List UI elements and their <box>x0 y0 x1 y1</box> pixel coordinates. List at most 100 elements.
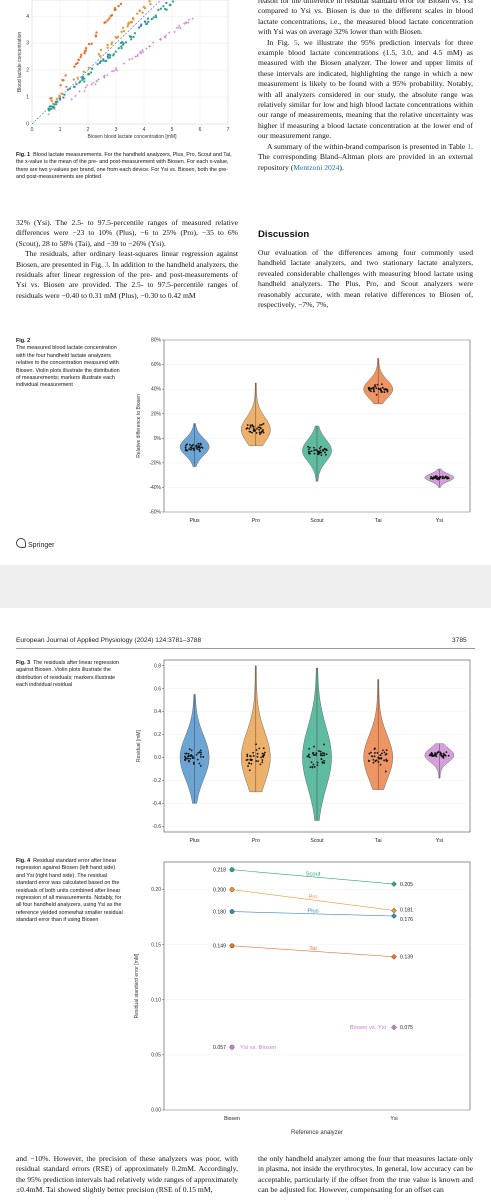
fig4-caption-label: Fig. 4 <box>16 858 31 864</box>
fig3-point-plus <box>184 759 187 762</box>
fig3-point-ysi <box>442 757 445 759</box>
fig2-point-pro <box>258 429 261 431</box>
fig3-point-scout <box>313 765 316 768</box>
fig1-point-ysi <box>97 78 100 81</box>
fig3-link[interactable]: 3 <box>104 259 109 269</box>
fig1-point-scout <box>132 35 135 38</box>
fig1-point-plus <box>62 96 65 99</box>
fig1-point-pro <box>87 66 91 70</box>
fig3-point-ysi <box>437 750 440 753</box>
fig3-point-tai <box>379 754 382 757</box>
fig2-point-tai <box>372 386 375 389</box>
fig2-point-ysi <box>434 477 436 479</box>
fig1-point-tai <box>74 62 78 66</box>
fig1-point-pro <box>99 55 102 58</box>
fig1-point-pro <box>58 95 61 98</box>
fig1-point-scout <box>81 78 84 81</box>
left-column-text: 32% (Ysi). The 2.5- to 97.5-percentile r… <box>16 218 238 301</box>
right-para-2: In Fig. 5, we illustrate the 95% predict… <box>258 38 473 142</box>
fig2-point-tai <box>381 386 384 389</box>
fig3-point-scout <box>319 754 322 757</box>
fig2-point-ysi <box>439 475 442 478</box>
fig3-y-tick-label: 0.2 <box>154 732 161 738</box>
fig2-point-scout <box>310 450 313 452</box>
fig2-point-pro <box>262 431 265 434</box>
fig3-point-pro <box>245 759 248 762</box>
fig4-value-label-plus: 0.180 <box>213 909 226 915</box>
fig1-point-pro <box>82 70 85 73</box>
fig3-point-plus <box>199 749 202 752</box>
fig3-point-plus <box>199 764 202 767</box>
fig1-point-scout <box>165 8 168 11</box>
fig3-point-pro <box>256 752 259 755</box>
fig2-point-scout <box>320 451 323 454</box>
fig4-line-plus <box>231 911 395 917</box>
fig1-point-tai <box>84 49 88 52</box>
fig3-point-plus <box>196 758 199 761</box>
fig3-point-pro <box>261 761 264 764</box>
fig1-point-tai <box>49 97 52 100</box>
fig2-point-scout <box>314 448 317 451</box>
fig1-point-ysi <box>187 18 191 22</box>
fig1-scatter-chart: 0 1 2 3 4 5 6 7 0 1 2 3 4 Biosen blood lactate conce… <box>17 0 230 140</box>
fig3-point-plus <box>192 761 195 764</box>
fig2-point-plus <box>184 449 187 452</box>
fig2-point-tai <box>378 388 381 391</box>
header-rule <box>16 648 475 649</box>
fig1-point-scout <box>112 54 115 57</box>
fig1-y-tick-label: 4 <box>26 14 29 20</box>
fig3-point-plus <box>190 749 193 752</box>
fig2-point-tai <box>373 384 376 386</box>
fig1-point-plus <box>120 41 123 44</box>
fig1-point-plus <box>68 87 71 90</box>
fig2-point-tai <box>370 390 372 393</box>
fig2-point-tai <box>379 389 382 391</box>
fig3-point-scout <box>311 766 314 769</box>
fig1-x-tick-label: 5 <box>171 127 174 133</box>
fig1-point-scout <box>102 59 105 62</box>
fig3-point-tai <box>370 751 372 754</box>
fig2-point-plus <box>198 445 201 448</box>
fig1-point-tai <box>119 2 123 6</box>
fig2-point-ysi <box>429 477 432 480</box>
fig1-point-pro <box>121 26 125 30</box>
fig1-point-plus <box>130 35 133 38</box>
fig1-point-plus <box>162 5 165 8</box>
fig1-point-ysi <box>175 26 179 29</box>
fig1-x-tick-label: 4 <box>143 127 146 133</box>
fig2-point-pro <box>262 429 264 431</box>
fig3-y-tick-label: -0.6 <box>152 824 161 830</box>
fig2-point-scout <box>320 454 323 456</box>
fig1-point-scout <box>49 108 52 111</box>
fig1-point-tai <box>84 46 88 50</box>
fig1-point-tai <box>95 31 98 34</box>
fig2-y-tick-label: 0% <box>154 436 162 442</box>
fig1-point-ysi <box>90 83 93 86</box>
mentzoni-link[interactable]: Mentzoni 2024 <box>293 162 340 172</box>
left-para-1: 32% (Ysi). The 2.5- to 97.5-percentile r… <box>16 218 238 248</box>
table1-link[interactable]: 1 <box>467 141 472 151</box>
fig3-point-scout <box>323 754 325 757</box>
fig1-point-tai <box>114 8 117 11</box>
fig3-point-scout <box>315 754 317 756</box>
fig1-point-ysi <box>187 21 190 24</box>
fig4-y-axis-title: Residual standard error [mM] <box>134 953 140 1018</box>
discussion-heading: Discussion <box>258 229 310 240</box>
fig1-point-ysi <box>94 82 97 86</box>
fig3-point-scout <box>318 750 320 752</box>
fig1-point-pro <box>143 6 147 10</box>
fig2-point-scout <box>307 445 309 448</box>
fig2-point-scout <box>308 446 311 449</box>
fig3-point-tai <box>385 749 388 752</box>
fig1-point-pro <box>106 46 109 49</box>
fig3-point-tai <box>377 761 380 763</box>
fig4-point-biosen-pro <box>229 887 235 892</box>
fig1-point-tai <box>117 4 120 8</box>
fig2-point-ysi <box>436 478 439 481</box>
fig4-y-tick-label: 0.15 <box>151 942 161 948</box>
fig4-series-label-scout: Scout <box>306 871 321 877</box>
fig3-point-scout <box>322 752 324 754</box>
fig2-point-pro <box>262 422 265 425</box>
fig3-point-pro <box>246 753 249 756</box>
fig5-link[interactable]: 5 <box>293 37 298 47</box>
